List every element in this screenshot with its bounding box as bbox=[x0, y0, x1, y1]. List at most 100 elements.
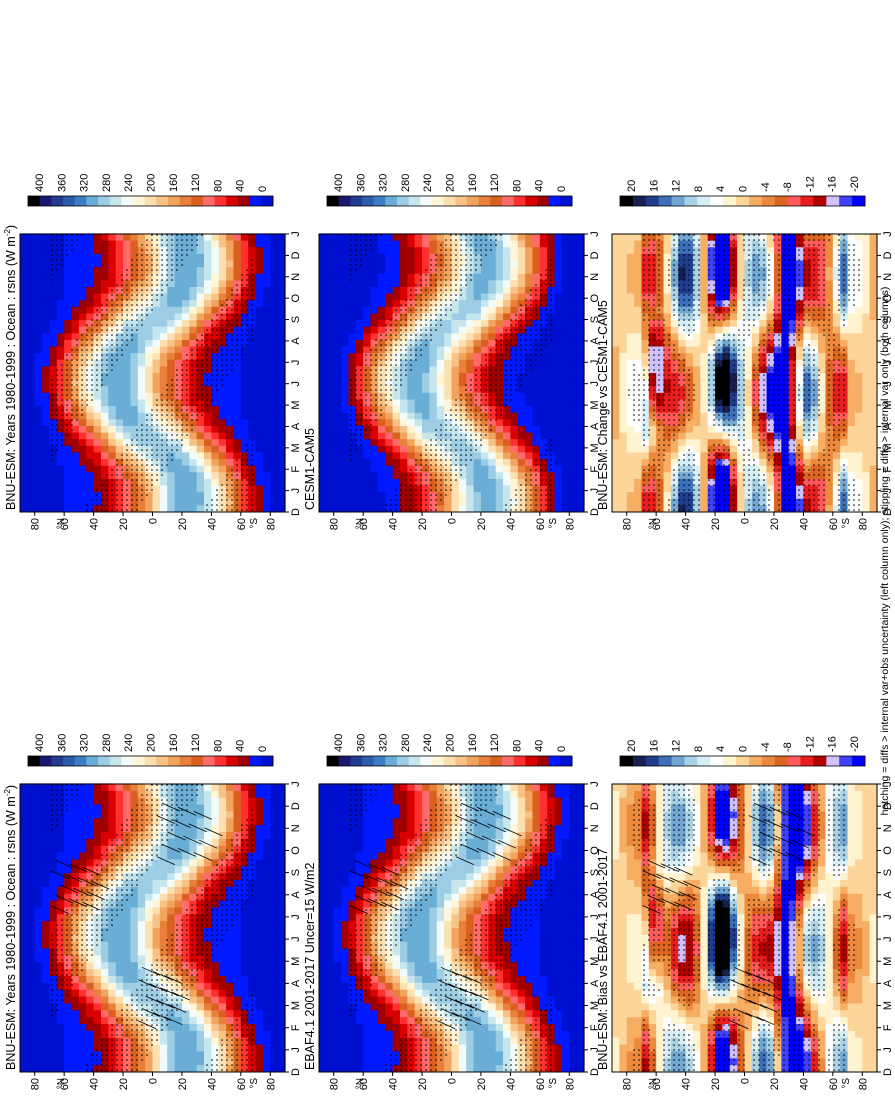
stipple-dot bbox=[56, 964, 58, 966]
heat-cell bbox=[42, 504, 51, 512]
y-tick-label: 80 bbox=[30, 1078, 42, 1090]
heat-cell bbox=[56, 405, 65, 413]
stipple-dot bbox=[96, 384, 98, 386]
heat-cell bbox=[270, 504, 279, 512]
heat-cell bbox=[174, 872, 183, 880]
heat-cell bbox=[204, 968, 212, 976]
heat-cell bbox=[20, 379, 28, 387]
heat-cell bbox=[20, 405, 28, 413]
heat-cell bbox=[34, 995, 43, 1004]
heat-cell bbox=[211, 398, 220, 407]
stipple-dot bbox=[111, 1034, 113, 1036]
heat-cell bbox=[167, 982, 176, 990]
stipple-dot bbox=[171, 999, 173, 1001]
stipple-dot bbox=[236, 494, 238, 496]
heat-cell bbox=[145, 961, 154, 970]
stipple-dot bbox=[146, 439, 148, 441]
stipple-dot bbox=[241, 824, 243, 826]
heat-cell bbox=[255, 372, 264, 380]
stipple-dot bbox=[171, 974, 173, 976]
stipple-dot bbox=[116, 839, 118, 841]
heat-cell bbox=[270, 934, 279, 942]
heat-cell bbox=[123, 899, 132, 908]
heat-cell bbox=[270, 312, 279, 321]
heat-cell bbox=[100, 471, 109, 479]
stipple-dot bbox=[101, 1064, 103, 1066]
heat-cell bbox=[248, 418, 257, 426]
heat-cell bbox=[20, 345, 28, 354]
heat-cell bbox=[248, 989, 257, 997]
heat-cell bbox=[240, 412, 249, 420]
heat-cell bbox=[49, 783, 58, 791]
heat-cell bbox=[152, 359, 161, 367]
heat-cell bbox=[189, 1016, 198, 1024]
heat-cell bbox=[100, 266, 109, 274]
stipple-dot bbox=[226, 864, 228, 866]
heat-cell bbox=[255, 418, 264, 426]
stipple-dot bbox=[231, 1024, 233, 1026]
stipple-dot bbox=[156, 824, 158, 826]
heat-cell bbox=[34, 845, 43, 853]
heat-cell bbox=[255, 975, 264, 983]
heat-cell bbox=[159, 392, 168, 400]
heat-cell bbox=[152, 845, 161, 853]
heat-cell bbox=[255, 504, 264, 512]
heat-cell bbox=[100, 379, 109, 387]
stipple-dot bbox=[76, 379, 78, 381]
stipple-dot bbox=[231, 874, 233, 876]
heat-cell bbox=[100, 982, 109, 990]
stipple-dot bbox=[56, 374, 58, 376]
heat-cell bbox=[167, 1023, 176, 1031]
stipple-dot bbox=[211, 904, 213, 906]
stipple-dot bbox=[206, 389, 208, 391]
stipple-dot bbox=[141, 464, 143, 466]
heat-cell bbox=[233, 1023, 242, 1031]
stipple-dot bbox=[106, 1044, 108, 1046]
heat-cell bbox=[27, 405, 36, 413]
heat-cell bbox=[115, 975, 124, 983]
heat-cell bbox=[93, 831, 102, 839]
stipple-dot bbox=[71, 949, 73, 951]
heat-cell bbox=[196, 1030, 205, 1038]
heat-cell bbox=[64, 385, 73, 393]
stipple-dot bbox=[191, 409, 193, 411]
stipple-dot bbox=[171, 439, 173, 441]
stipple-dot bbox=[211, 889, 213, 891]
heat-cell bbox=[240, 810, 249, 819]
heat-cell bbox=[262, 326, 271, 334]
heat-cell bbox=[226, 273, 235, 281]
heat-cell bbox=[123, 299, 132, 307]
stipple-dot bbox=[81, 369, 83, 371]
stipple-dot bbox=[226, 1064, 228, 1066]
stipple-dot bbox=[116, 844, 118, 846]
heat-cell bbox=[262, 975, 271, 983]
heat-cell bbox=[233, 451, 242, 460]
heat-cell bbox=[196, 279, 205, 287]
heat-cell bbox=[42, 893, 51, 901]
heat-cell bbox=[137, 398, 146, 407]
stipple-dot bbox=[206, 899, 208, 901]
heat-cell bbox=[64, 989, 73, 997]
heat-cell bbox=[42, 797, 51, 805]
stipple-dot bbox=[176, 954, 178, 956]
heat-cell bbox=[137, 339, 146, 347]
heat-cell bbox=[255, 425, 264, 433]
heat-cell bbox=[71, 405, 80, 413]
stipple-dot bbox=[221, 1054, 223, 1056]
heat-cell bbox=[71, 398, 80, 407]
stipple-dot bbox=[226, 484, 228, 486]
stipple-dot bbox=[126, 1069, 128, 1071]
heat-cell bbox=[130, 233, 139, 241]
heat-cell bbox=[27, 458, 36, 466]
heat-cell bbox=[93, 392, 102, 400]
stipple-dot bbox=[221, 859, 223, 861]
stipple-dot bbox=[171, 419, 173, 421]
stipple-dot bbox=[96, 939, 98, 941]
stipple-dot bbox=[81, 389, 83, 391]
heat-cell bbox=[42, 465, 51, 473]
heat-cell bbox=[56, 947, 65, 956]
heat-cell bbox=[277, 392, 286, 400]
heat-cell bbox=[204, 872, 212, 880]
stipple-dot bbox=[156, 829, 158, 831]
heat-cell bbox=[78, 783, 87, 791]
